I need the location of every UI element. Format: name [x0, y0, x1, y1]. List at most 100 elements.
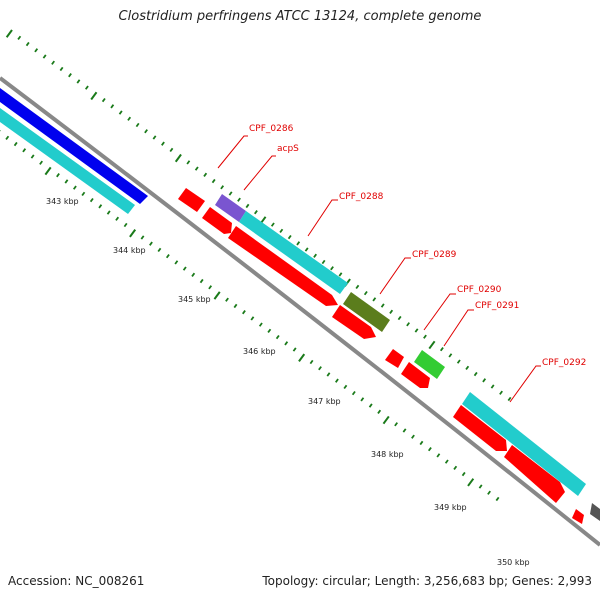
- minor-tick: [228, 191, 233, 196]
- minor-tick: [292, 347, 297, 352]
- leader-cpf0289: [379, 257, 411, 295]
- minor-tick: [284, 341, 289, 346]
- gene-dark-right: [590, 503, 600, 521]
- minor-tick: [436, 453, 441, 458]
- minor-tick: [51, 60, 55, 65]
- minor-tick: [287, 234, 292, 240]
- label-leaders: [217, 135, 541, 403]
- major-tick: [428, 340, 436, 350]
- minor-tick: [270, 222, 275, 227]
- minor-tick: [355, 284, 360, 290]
- minor-tick: [439, 347, 444, 352]
- minor-tick: [351, 390, 356, 396]
- scale-label-343: 343 kbp: [46, 197, 79, 206]
- gene-cyan-cpf0288: [239, 211, 348, 294]
- minor-tick: [368, 403, 373, 408]
- minor-tick: [98, 204, 103, 209]
- minor-tick: [258, 322, 263, 327]
- gene-red-7: [453, 405, 507, 451]
- minor-tick: [208, 285, 213, 290]
- minor-tick: [507, 396, 512, 402]
- gene-label-cpf0291: CPF_0291: [475, 301, 519, 311]
- minor-tick: [135, 122, 140, 128]
- major-tick: [44, 166, 52, 176]
- minor-tick: [42, 54, 47, 59]
- minor-tick: [461, 471, 466, 477]
- minor-tick: [267, 328, 272, 334]
- gene-red-4: [332, 305, 376, 339]
- gene-cyan-left: [0, 108, 135, 214]
- gene-red-2: [202, 207, 232, 234]
- gene-label-cpf0286: CPF_0286: [249, 124, 294, 134]
- gene-label-cpf0290: CPF_0290: [457, 285, 502, 295]
- minor-tick: [81, 191, 86, 197]
- minor-tick: [406, 322, 410, 327]
- leader-acps: [243, 155, 276, 191]
- gene-red-8: [504, 445, 565, 503]
- minor-tick: [157, 247, 162, 253]
- genome-summary-text: Topology: circular; Length: 3,256,683 bp…: [262, 574, 592, 588]
- minor-tick: [313, 253, 318, 258]
- minor-tick: [25, 41, 30, 47]
- minor-tick: [84, 85, 89, 90]
- minor-tick: [123, 222, 128, 228]
- minor-tick: [64, 179, 69, 184]
- minor-tick: [199, 278, 204, 284]
- minor-tick: [490, 384, 495, 389]
- minor-tick: [499, 390, 503, 395]
- minor-tick: [397, 315, 402, 321]
- minor-tick: [211, 178, 216, 184]
- minor-tick: [423, 334, 427, 339]
- major-tick: [467, 478, 475, 487]
- scale-label-347: 347 kbp: [308, 397, 341, 406]
- genome-backbone: [0, 76, 600, 547]
- minor-tick: [380, 303, 385, 308]
- major-tick: [174, 153, 182, 163]
- minor-tick: [427, 447, 432, 452]
- minor-tick: [127, 116, 132, 121]
- gene-purple-acps: [215, 194, 246, 222]
- minor-tick: [321, 259, 326, 265]
- minor-tick: [304, 247, 309, 252]
- minor-tick: [419, 440, 424, 446]
- gene-olive-cpf0289: [343, 292, 390, 332]
- minor-tick: [296, 241, 301, 246]
- minor-tick: [487, 490, 491, 495]
- minor-tick: [411, 434, 415, 439]
- gene-label-cpf0292: CPF_0292: [542, 358, 586, 368]
- minor-tick: [191, 272, 196, 277]
- major-tick: [298, 353, 306, 362]
- minor-tick: [30, 154, 35, 159]
- minor-tick: [13, 141, 18, 147]
- minor-tick: [242, 310, 246, 315]
- minor-tick: [343, 384, 348, 390]
- minor-tick: [318, 366, 322, 371]
- minor-tick: [377, 409, 382, 414]
- gene-cyan-cpf0292: [462, 392, 586, 496]
- major-tick: [213, 291, 221, 300]
- minor-tick: [363, 290, 368, 296]
- minor-tick: [330, 266, 334, 271]
- gene-blue-left: [0, 88, 148, 204]
- gene-red-9: [572, 509, 584, 524]
- minor-tick: [149, 241, 153, 246]
- leader-cpf0291: [443, 309, 474, 347]
- minor-tick: [101, 97, 106, 103]
- tick-marks: [0, 29, 512, 502]
- minor-tick: [482, 378, 487, 383]
- accession-text: Accession: NC_008261: [8, 574, 145, 588]
- scale-label-350: 350 kbp: [497, 558, 530, 567]
- minor-tick: [152, 135, 157, 140]
- minor-tick: [456, 359, 461, 364]
- minor-tick: [326, 372, 331, 377]
- gene-label-cpf0289: CPF_0289: [412, 250, 457, 260]
- gene-red-5: [385, 349, 404, 368]
- minor-tick: [174, 260, 179, 265]
- minor-tick: [106, 210, 111, 215]
- gene-label-acps: acpS: [277, 144, 299, 154]
- map-title: Clostridium perfringens ATCC 13124, comp…: [118, 9, 482, 24]
- minor-tick: [338, 272, 343, 277]
- minor-tick: [478, 484, 483, 489]
- minor-tick: [275, 334, 280, 340]
